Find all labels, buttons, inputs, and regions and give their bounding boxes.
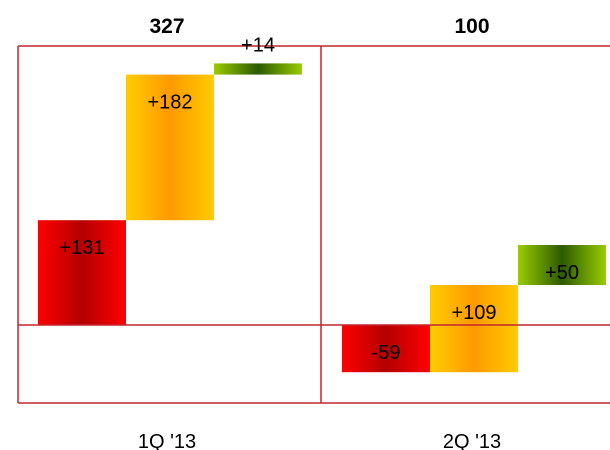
bar-2q13-step-2 <box>430 285 518 373</box>
data-label-1q13-step-3: +14 <box>241 34 275 56</box>
bar-2q13-step-1 <box>342 325 430 373</box>
data-label-2q13-step-3: +50 <box>545 262 579 284</box>
total-label-1q13: 327 <box>149 15 184 38</box>
data-label-1q13-step-1: +131 <box>59 237 104 259</box>
bar-1q13-step-2 <box>126 74 214 221</box>
category-label-2q13: 2Q '13 <box>443 431 501 450</box>
data-label-2q13-step-2: +109 <box>451 302 496 324</box>
bar-2q13-step-3 <box>518 245 606 285</box>
chart-frame <box>17 45 610 404</box>
data-label-2q13-step-1: -59 <box>372 342 401 364</box>
bar-1q13-step-1 <box>38 220 126 325</box>
category-label-1q13: 1Q '13 <box>138 431 196 450</box>
bar-1q13-step-3 <box>214 63 302 75</box>
labels-layer: +131 +182 +14 -59 +109 +50 <box>59 34 579 364</box>
data-label-1q13-step-2: +182 <box>147 92 192 114</box>
total-label-2q13: 100 <box>454 15 489 38</box>
bars-layer <box>38 63 606 373</box>
